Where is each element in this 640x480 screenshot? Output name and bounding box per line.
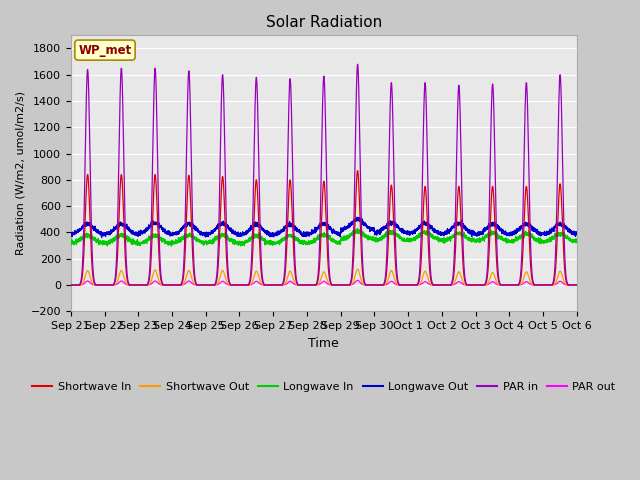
Text: WP_met: WP_met [78,44,132,57]
Y-axis label: Radiation (W/m2, umol/m2/s): Radiation (W/m2, umol/m2/s) [15,91,25,255]
Legend: Shortwave In, Shortwave Out, Longwave In, Longwave Out, PAR in, PAR out: Shortwave In, Shortwave Out, Longwave In… [28,377,620,396]
Title: Solar Radiation: Solar Radiation [266,15,382,30]
X-axis label: Time: Time [308,336,339,349]
